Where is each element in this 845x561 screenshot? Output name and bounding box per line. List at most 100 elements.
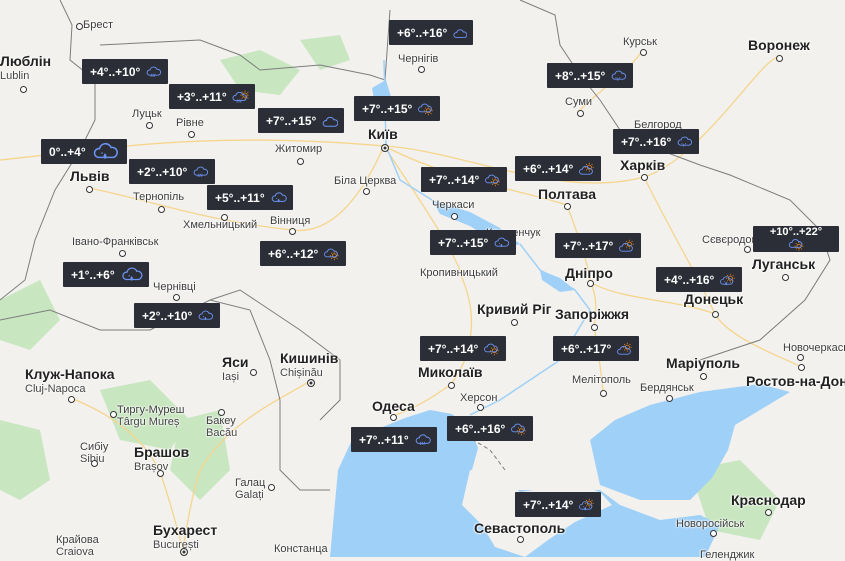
- city-label[interactable]: Воронеж: [748, 38, 810, 53]
- city-name: Бакеу: [206, 415, 236, 427]
- forecast-badge[interactable]: +2°..+10°: [129, 159, 215, 184]
- city-name: Миколаїв: [418, 364, 483, 380]
- forecast-badge[interactable]: +3°..+11°: [169, 84, 255, 109]
- city-label[interactable]: Біла Церква: [334, 175, 396, 187]
- city-name: Луцьк: [132, 108, 162, 120]
- city-label[interactable]: Брест: [83, 19, 113, 31]
- city-label[interactable]: Констанца: [274, 543, 328, 555]
- city-name: Луганськ: [752, 256, 816, 272]
- city-label[interactable]: Київ: [368, 127, 398, 142]
- city-label[interactable]: Мелітополь: [572, 374, 631, 386]
- city-label[interactable]: Івано-Франківськ: [72, 236, 158, 248]
- city-label[interactable]: Суми: [565, 96, 592, 108]
- city-label[interactable]: Бакеу Bacău: [206, 415, 237, 439]
- city-label[interactable]: Новоросійськ: [676, 518, 744, 530]
- city-marker: [477, 404, 484, 411]
- forecast-badge[interactable]: +6°..+16°: [447, 416, 533, 441]
- city-label[interactable]: Севастополь: [474, 521, 565, 536]
- forecast-badge[interactable]: +5°..+11°: [207, 185, 293, 210]
- forecast-badge[interactable]: +7°..+15°: [430, 230, 516, 255]
- city-label[interactable]: Харків: [620, 158, 665, 173]
- temperature-range: +7°..+15°: [438, 235, 489, 250]
- forecast-badge[interactable]: +4°..+10°: [82, 59, 168, 84]
- city-label[interactable]: Миколаїв: [418, 365, 483, 380]
- city-marker: [180, 548, 188, 556]
- city-label[interactable]: Хмельницький: [183, 219, 257, 231]
- city-label[interactable]: Новочеркаськ: [783, 342, 845, 354]
- city-name: Біла Церква: [334, 175, 397, 187]
- forecast-badge[interactable]: +10°..+22°: [753, 226, 839, 252]
- city-label[interactable]: Луцьк: [132, 108, 162, 120]
- city-label[interactable]: Львів: [70, 169, 110, 184]
- forecast-badge[interactable]: +8°..+15°: [547, 63, 633, 88]
- forecast-badge[interactable]: +7°..+17°: [555, 233, 641, 258]
- city-marker: [390, 414, 397, 421]
- forecast-badge[interactable]: +7°..+14°: [420, 336, 506, 361]
- forecast-badge[interactable]: 0°..+4°: [41, 139, 127, 164]
- sun-cloud-weather-icon: [619, 239, 635, 252]
- city-marker: [600, 390, 607, 397]
- city-label[interactable]: Дніпро: [565, 266, 613, 281]
- city-label[interactable]: Черкаси: [432, 199, 474, 211]
- city-label[interactable]: Бердянськ: [640, 382, 694, 394]
- city-label[interactable]: Галац Galați: [235, 477, 265, 501]
- city-label[interactable]: Вінниця: [270, 215, 310, 227]
- forecast-badge[interactable]: +7°..+14°: [515, 492, 601, 517]
- city-label[interactable]: Крайова Craiova: [56, 534, 99, 558]
- city-label[interactable]: Херсон: [460, 392, 497, 404]
- forecast-badge[interactable]: +6°..+16°: [389, 20, 473, 45]
- city-name: Івано-Франківськ: [72, 236, 159, 248]
- city-label[interactable]: Луганськ: [752, 257, 815, 272]
- forecast-badge[interactable]: +7°..+16°: [613, 129, 699, 154]
- city-label[interactable]: Краснодар: [731, 493, 806, 508]
- city-label[interactable]: Клуж-Напока Cluj-Napoca: [25, 367, 115, 397]
- city-label[interactable]: Белгород: [634, 119, 682, 131]
- city-name: Кропивницький: [420, 267, 498, 279]
- forecast-badge[interactable]: +1°..+6°: [63, 262, 149, 287]
- city-label[interactable]: Кривий Ріг: [477, 302, 551, 317]
- city-label[interactable]: Маріуполь: [666, 356, 740, 371]
- city-label[interactable]: Люблін Lublin: [0, 54, 51, 84]
- forecast-badge[interactable]: +6°..+17°: [553, 336, 639, 361]
- city-name-latin: București: [153, 539, 199, 551]
- forecast-badge[interactable]: +4°..+16°: [656, 267, 742, 292]
- city-marker: [173, 294, 180, 301]
- forecast-badge[interactable]: +7°..+14°: [421, 167, 507, 192]
- city-name: Ростов-на-Дону: [746, 373, 845, 389]
- city-label[interactable]: Чернівці: [153, 281, 196, 293]
- city-marker: [710, 530, 717, 537]
- city-label[interactable]: Геленджик: [700, 549, 754, 561]
- forecast-badge[interactable]: +7°..+11°: [351, 427, 437, 452]
- temperature-range: +7°..+16°: [621, 134, 672, 149]
- forecast-badge[interactable]: +2°..+10°: [134, 303, 220, 328]
- temperature-range: +8°..+15°: [555, 68, 606, 83]
- city-label[interactable]: Чернігів: [398, 53, 438, 65]
- city-label[interactable]: Сибіу Sibiu: [80, 441, 108, 465]
- city-label[interactable]: Житомир: [275, 143, 322, 155]
- city-label[interactable]: Рівне: [176, 117, 204, 129]
- city-label[interactable]: Тернопіль: [133, 191, 184, 203]
- city-label[interactable]: Курськ: [623, 36, 657, 48]
- city-marker: [587, 280, 594, 287]
- city-marker: [68, 396, 75, 403]
- forecast-badge[interactable]: +6°..+12°: [260, 241, 346, 266]
- forecast-badge[interactable]: +7°..+15°: [354, 96, 440, 121]
- city-marker: [188, 131, 195, 138]
- cloud-sun-weather-icon: [511, 423, 527, 435]
- temperature-range: +7°..+11°: [359, 432, 409, 447]
- city-label[interactable]: Запоріжжя: [555, 307, 629, 322]
- rain-weather-icon: [146, 66, 162, 77]
- city-label[interactable]: Бухарест București: [153, 523, 217, 553]
- city-label[interactable]: Полтава: [538, 187, 596, 202]
- forecast-badge[interactable]: +7°..+15°: [258, 108, 344, 133]
- city-label[interactable]: Тиргу-Муреш Târgu Mureș: [117, 404, 184, 428]
- city-label[interactable]: Кропивницький: [420, 267, 498, 279]
- temperature-range: +4°..+10°: [90, 64, 141, 79]
- city-label[interactable]: Донецьк: [684, 292, 743, 307]
- city-label[interactable]: Одеса: [372, 399, 415, 414]
- city-label[interactable]: Яси Iași: [222, 355, 248, 385]
- forecast-badge[interactable]: +6°..+14°: [515, 156, 601, 181]
- city-label[interactable]: Кишинів Chișinău: [280, 351, 338, 381]
- city-label[interactable]: Ростов-на-Дону: [746, 374, 845, 389]
